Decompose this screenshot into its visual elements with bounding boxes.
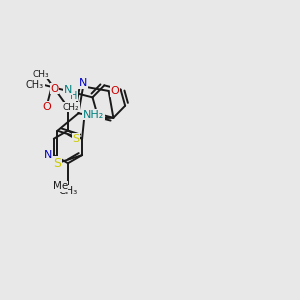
Text: O: O <box>50 84 59 94</box>
Text: N: N <box>79 78 87 88</box>
Text: CH₃: CH₃ <box>58 186 78 196</box>
Text: NH₂: NH₂ <box>83 110 104 120</box>
Text: N: N <box>64 85 72 94</box>
Text: H: H <box>70 91 78 101</box>
Text: Me: Me <box>52 182 68 191</box>
Text: S: S <box>72 134 80 144</box>
Text: S: S <box>53 157 62 169</box>
Text: CH₃: CH₃ <box>26 80 44 90</box>
Text: O: O <box>110 86 119 96</box>
Text: CH₂: CH₂ <box>63 103 80 112</box>
Text: O: O <box>42 102 51 112</box>
Text: N: N <box>44 150 52 160</box>
Text: CH₃: CH₃ <box>32 70 49 79</box>
